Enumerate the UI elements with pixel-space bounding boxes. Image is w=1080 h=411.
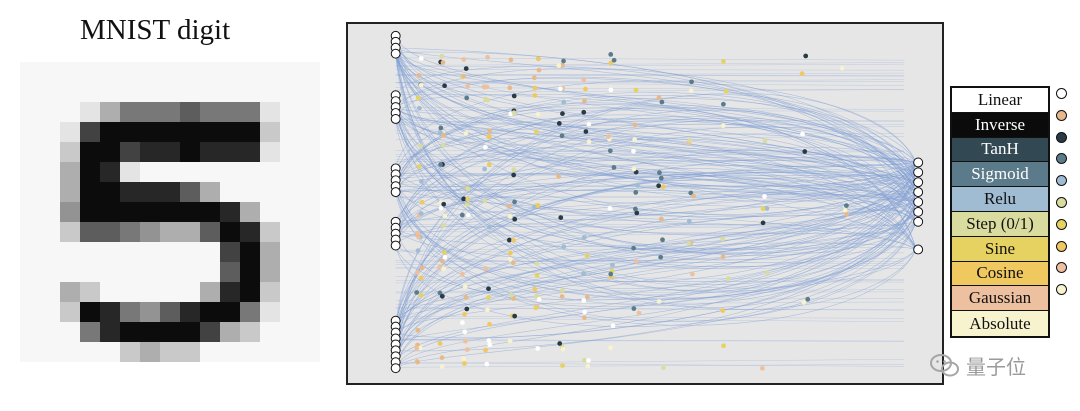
legend-row: Cosine xyxy=(952,261,1048,287)
legend-row: Gaussian xyxy=(952,286,1048,312)
legend-dot xyxy=(1056,284,1067,296)
digit-title: MNIST digit xyxy=(80,14,231,46)
legend-row: Step (0/1) xyxy=(952,211,1048,237)
watermark-text: 量子位 xyxy=(966,355,1026,379)
legend-row: Linear xyxy=(952,88,1048,113)
legend-dot xyxy=(1056,262,1067,274)
legend-row: Sigmoid xyxy=(952,162,1048,188)
legend-dot-column xyxy=(1056,88,1076,306)
legend-row: TanH xyxy=(952,137,1048,163)
activation-legend: Linear Inverse TanH Sigmoid Relu Step (0/1) Si… xyxy=(950,86,1050,338)
legend-row: Relu xyxy=(952,187,1048,212)
legend-dot xyxy=(1056,109,1067,121)
legend-dot xyxy=(1056,240,1067,252)
legend-dot xyxy=(1056,218,1067,230)
wechat-icon xyxy=(930,353,959,376)
legend-dot xyxy=(1056,175,1067,187)
legend-row: Absolute xyxy=(952,311,1048,336)
legend-row: Sine xyxy=(952,236,1048,262)
legend-dot xyxy=(1056,196,1067,208)
legend-dot xyxy=(1056,153,1067,165)
legend-dot xyxy=(1056,88,1067,99)
network-diagram xyxy=(346,22,944,385)
mnist-digit-image xyxy=(20,62,320,362)
legend-dot xyxy=(1056,131,1067,143)
legend-row: Inverse xyxy=(952,112,1048,138)
watermark: 量子位 xyxy=(930,351,1026,380)
